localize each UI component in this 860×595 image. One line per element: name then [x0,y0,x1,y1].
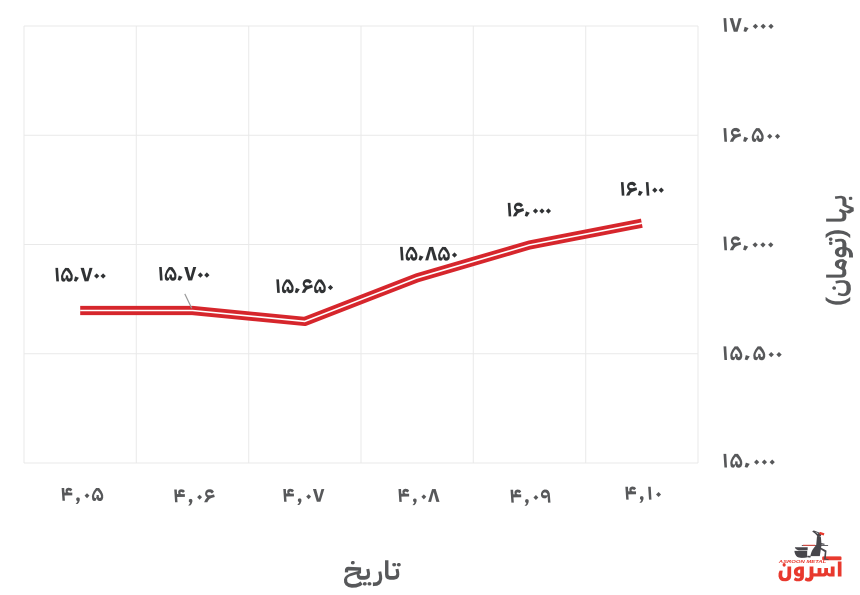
svg-text:ASROON METAL: ASROON METAL [778,559,827,565]
